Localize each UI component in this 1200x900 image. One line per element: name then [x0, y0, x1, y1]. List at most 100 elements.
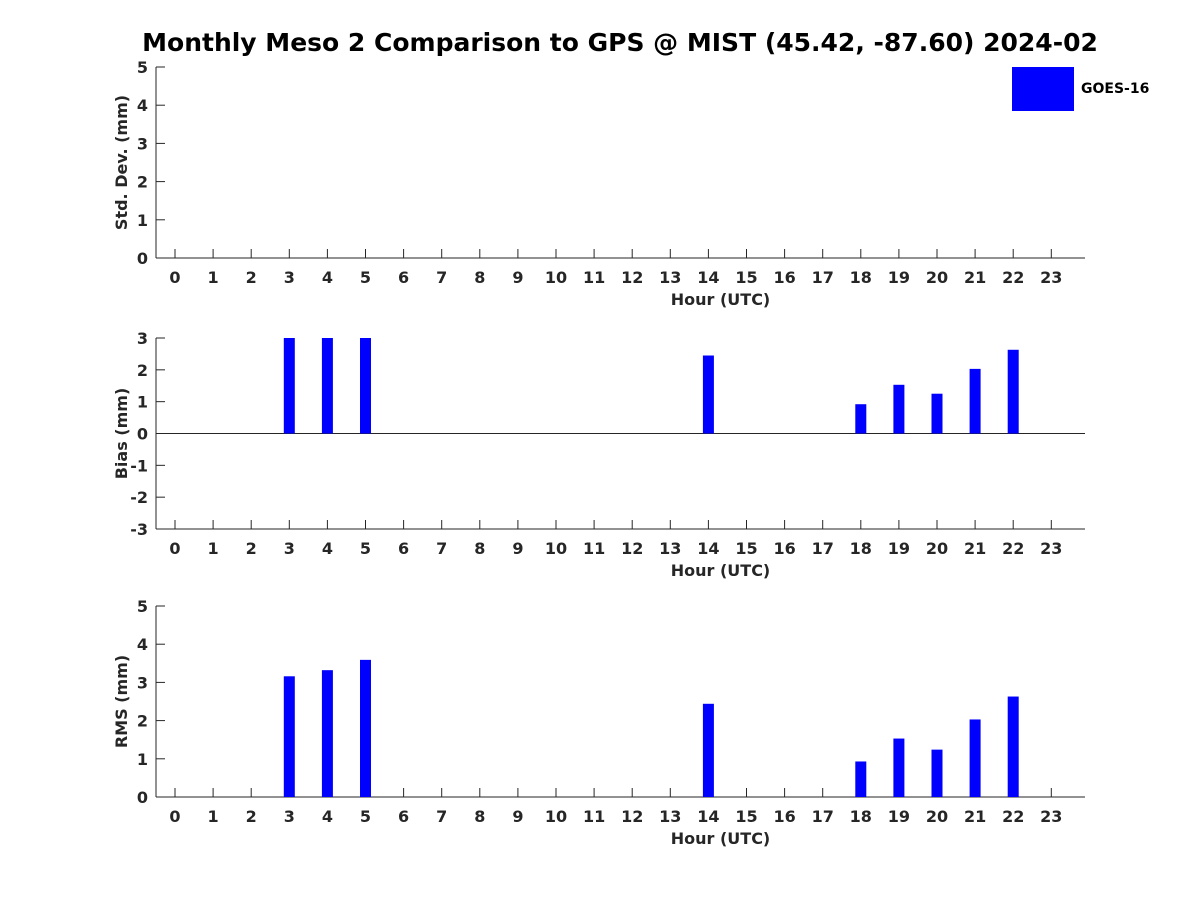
x-tick-label: 9 — [512, 807, 523, 826]
bar — [931, 749, 943, 797]
x-tick-label: 16 — [773, 268, 795, 287]
x-tick-label: 13 — [659, 539, 681, 558]
x-tick-label: 1 — [208, 807, 219, 826]
y-tick-label: 2 — [137, 712, 148, 731]
x-tick-label: 8 — [474, 807, 485, 826]
x-tick-label: 18 — [850, 268, 872, 287]
x-tick-label: 0 — [169, 268, 180, 287]
x-tick-label: 22 — [1002, 268, 1024, 287]
x-tick-label: 23 — [1040, 539, 1062, 558]
x-tick-label: 19 — [888, 268, 910, 287]
bar — [1007, 349, 1019, 434]
x-tick-label: 16 — [773, 539, 795, 558]
x-tick-label: 5 — [360, 268, 371, 287]
x-axis-label: Hour (UTC) — [671, 829, 771, 848]
x-tick-label: 7 — [436, 807, 447, 826]
x-tick-label: 11 — [583, 539, 605, 558]
x-tick-label: 3 — [284, 539, 295, 558]
x-tick-label: 20 — [926, 807, 948, 826]
x-tick-label: 20 — [926, 268, 948, 287]
x-tick-label: 17 — [812, 539, 834, 558]
y-tick-label: 0 — [137, 249, 148, 268]
x-tick-label: 8 — [474, 268, 485, 287]
x-tick-label: 10 — [545, 807, 567, 826]
x-tick-label: 4 — [322, 539, 333, 558]
x-tick-label: 2 — [246, 539, 257, 558]
x-tick-label: 10 — [545, 539, 567, 558]
x-tick-label: 1 — [208, 539, 219, 558]
x-tick-label: 18 — [850, 807, 872, 826]
bar — [893, 384, 905, 434]
x-tick-label: 5 — [360, 539, 371, 558]
bar — [1007, 696, 1019, 797]
x-axis-label: Hour (UTC) — [671, 290, 771, 309]
x-tick-label: 12 — [621, 539, 643, 558]
y-tick-label: 4 — [137, 635, 148, 654]
x-tick-label: 23 — [1040, 807, 1062, 826]
y-tick-label: 4 — [137, 96, 148, 115]
bar — [969, 719, 981, 797]
x-tick-label: 23 — [1040, 268, 1062, 287]
x-tick-label: 13 — [659, 268, 681, 287]
x-tick-label: 11 — [583, 268, 605, 287]
x-tick-label: 11 — [583, 807, 605, 826]
x-tick-label: 17 — [812, 268, 834, 287]
y-tick-label: -1 — [130, 456, 148, 475]
x-tick-label: 5 — [360, 807, 371, 826]
bar — [893, 738, 905, 797]
x-tick-label: 14 — [697, 539, 719, 558]
x-tick-label: 15 — [735, 268, 757, 287]
x-tick-label: 20 — [926, 539, 948, 558]
x-tick-label: 12 — [621, 807, 643, 826]
x-tick-label: 0 — [169, 807, 180, 826]
bar — [321, 338, 333, 434]
x-tick-label: 13 — [659, 807, 681, 826]
y-tick-label: 0 — [137, 788, 148, 807]
y-tick-label: 1 — [137, 211, 148, 230]
x-tick-label: 4 — [322, 807, 333, 826]
x-tick-label: 12 — [621, 268, 643, 287]
x-tick-label: 0 — [169, 539, 180, 558]
x-tick-label: 4 — [322, 268, 333, 287]
x-tick-label: 14 — [697, 807, 719, 826]
x-tick-label: 9 — [512, 539, 523, 558]
x-tick-label: 9 — [512, 268, 523, 287]
x-tick-label: 6 — [398, 539, 409, 558]
bar — [321, 670, 333, 797]
bar — [360, 338, 371, 434]
bar — [969, 368, 981, 434]
y-axis-label: RMS (mm) — [112, 655, 131, 748]
x-tick-label: 19 — [888, 807, 910, 826]
y-tick-label: -2 — [130, 488, 148, 507]
x-tick-label: 14 — [697, 268, 719, 287]
x-tick-label: 7 — [436, 539, 447, 558]
bar — [702, 355, 714, 434]
x-tick-label: 2 — [246, 807, 257, 826]
x-tick-label: 6 — [398, 807, 409, 826]
x-tick-label: 21 — [964, 268, 986, 287]
x-tick-label: 10 — [545, 268, 567, 287]
y-tick-label: 0 — [137, 425, 148, 444]
x-tick-label: 15 — [735, 807, 757, 826]
bar — [360, 659, 371, 797]
y-tick-label: 1 — [137, 393, 148, 412]
y-tick-label: 3 — [137, 329, 148, 348]
x-tick-label: 8 — [474, 539, 485, 558]
x-tick-label: 1 — [208, 268, 219, 287]
y-axis-label: Bias (mm) — [112, 388, 131, 480]
y-tick-label: 5 — [137, 58, 148, 77]
x-tick-label: 3 — [284, 268, 295, 287]
legend-label: GOES-16 — [1081, 81, 1150, 97]
x-tick-label: 22 — [1002, 539, 1024, 558]
x-tick-label: 19 — [888, 539, 910, 558]
y-tick-label: 2 — [137, 173, 148, 192]
x-tick-label: 2 — [246, 268, 257, 287]
x-tick-label: 6 — [398, 268, 409, 287]
bar — [702, 703, 714, 797]
y-tick-label: 3 — [137, 673, 148, 692]
y-tick-label: 5 — [137, 597, 148, 616]
